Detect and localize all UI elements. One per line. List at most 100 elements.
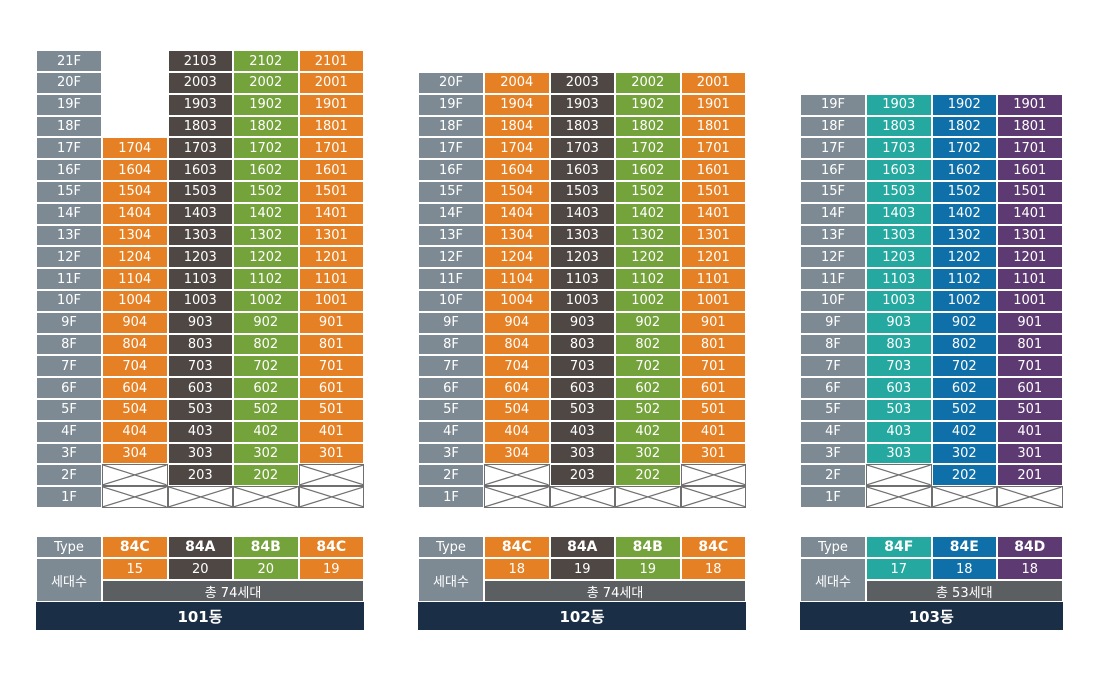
unit-cell: 802 [233,333,299,356]
households-label: 세대수 [800,558,866,602]
cross-mark-icon [300,487,364,507]
unit-cell: 1002 [615,290,681,312]
floor-label: 18F [418,115,484,138]
floor-label: 2F [800,464,866,487]
unit-cell: 1502 [233,181,299,203]
unit-cell: 1504 [484,181,550,203]
unit-cell: 1601 [680,159,746,181]
unit-cell: 1303 [866,224,932,247]
unit-cell: 202 [615,464,681,487]
unit-cell: 1001 [680,290,746,312]
floor-label: 4F [800,420,866,443]
floor-label: 14F [800,202,866,225]
unit-cell: 802 [615,333,681,356]
unit-cell: 901 [680,311,746,334]
unit-cell: 1902 [233,93,299,116]
unit-cell: 1204 [484,246,550,269]
unit-cell: 303 [549,442,615,465]
unit-cell: 1204 [102,246,168,269]
unit-cell: 1202 [615,246,681,269]
floor-label: 6F [36,377,102,399]
unit-cell: 402 [615,420,681,443]
unit-cell: 1103 [549,268,615,290]
household-count-value: 20 [167,558,233,580]
floor-label: 17F [36,137,102,160]
unit-cell: 403 [549,420,615,443]
unit-cell: 304 [484,442,550,465]
floor-label: 6F [418,377,484,399]
unit-cell: 1802 [233,115,299,138]
type-label: Type [36,536,102,558]
unit-cell: 903 [866,311,932,334]
unit-cell: 1703 [866,137,932,160]
empty-unit-cell [167,486,233,508]
unit-cell: 1103 [167,268,233,290]
unit-cell: 1101 [298,268,364,290]
unit-cell: 1403 [167,202,233,225]
unit-cell: 1601 [298,159,364,181]
floor-label: 10F [36,290,102,312]
unit-cell: 1304 [102,224,168,247]
unit-cell: 1001 [997,290,1063,312]
floor-label: 2F [36,464,102,487]
unit-cell: 503 [167,399,233,421]
unit-cell: 1404 [102,202,168,225]
unit-type-value: 84F [866,536,932,558]
floor-label: 4F [418,420,484,443]
empty-unit-cell [680,464,746,487]
unit-cell: 502 [931,399,997,421]
floor-label: 15F [418,181,484,203]
cross-mark-icon [682,487,746,507]
unit-cell: 404 [484,420,550,443]
empty-unit-cell [866,464,932,487]
unit-cell: 1501 [298,181,364,203]
floor-label: 19F [36,93,102,116]
floor-label: 8F [418,333,484,356]
unit-cell: 401 [298,420,364,443]
unit-cell: 1901 [680,93,746,116]
floor-label: 12F [36,246,102,269]
unit-cell: 1503 [866,181,932,203]
floor-label: 15F [800,181,866,203]
unit-cell: 502 [615,399,681,421]
floor-label: 16F [418,159,484,181]
unit-cell: 1502 [615,181,681,203]
type-label: Type [800,536,866,558]
unit-cell: 1603 [167,159,233,181]
unit-cell: 2001 [298,72,364,94]
household-count-value: 17 [866,558,932,580]
unit-cell: 1502 [931,181,997,203]
unit-cell: 1403 [866,202,932,225]
unit-type-value: 84C [298,536,364,558]
unit-type-value: 84E [931,536,997,558]
floor-label: 4F [36,420,102,443]
empty-unit-cell [102,464,168,487]
unit-cell: 1001 [298,290,364,312]
total-households: 총 53세대 [866,580,1063,602]
unit-cell: 404 [102,420,168,443]
unit-cell: 1203 [866,246,932,269]
floor-label: 19F [800,93,866,116]
unit-cell: 1401 [997,202,1063,225]
unit-cell: 1402 [931,202,997,225]
unit-cell: 1602 [233,159,299,181]
floor-label: 9F [36,311,102,334]
household-count-value: 18 [680,558,746,580]
unit-cell: 604 [102,377,168,399]
unit-cell: 702 [931,355,997,378]
floor-label: 20F [36,72,102,94]
floor-label: 13F [418,224,484,247]
unit-cell: 403 [866,420,932,443]
unit-cell: 803 [549,333,615,356]
unit-cell: 1701 [298,137,364,160]
unit-cell: 803 [866,333,932,356]
unit-type-value: 84A [549,536,615,558]
unit-cell: 1701 [680,137,746,160]
unit-cell: 602 [931,377,997,399]
unit-cell: 703 [167,355,233,378]
floor-label: 14F [36,202,102,225]
unit-cell: 1704 [484,137,550,160]
floor-label: 13F [800,224,866,247]
unit-cell: 302 [931,442,997,465]
unit-cell: 1002 [233,290,299,312]
